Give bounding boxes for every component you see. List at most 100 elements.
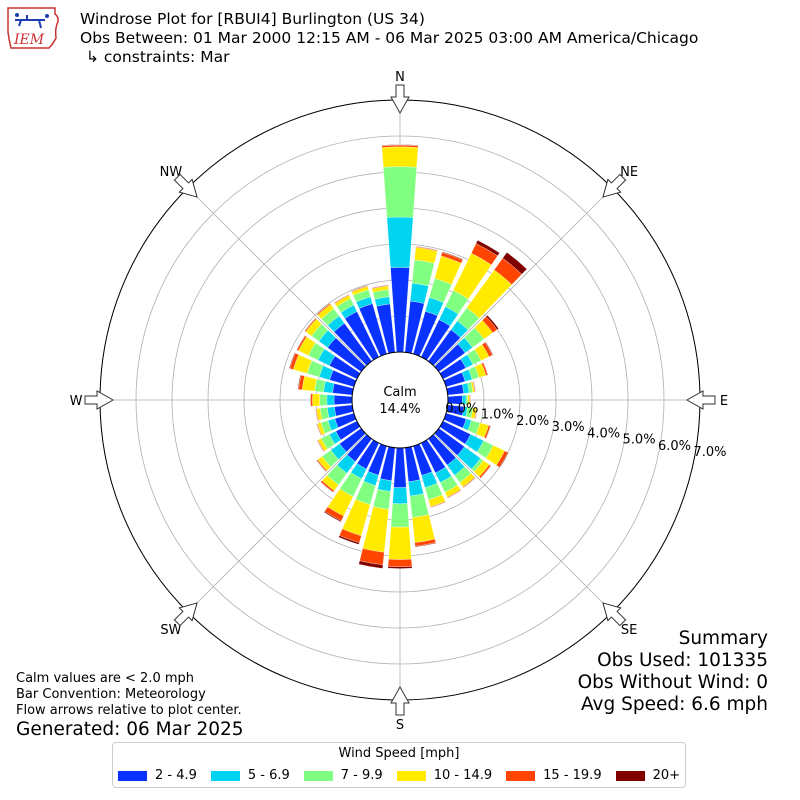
direction-label: S xyxy=(396,718,404,733)
windrose-bar-segment xyxy=(333,294,350,304)
windrose-bar-segment xyxy=(410,282,429,304)
legend-label: 20+ xyxy=(652,768,681,783)
windrose-bar-segment xyxy=(408,479,424,497)
windrose-bar-segment xyxy=(485,315,499,330)
legend-item: 10 - 14.9 xyxy=(396,768,493,783)
direction-label: E xyxy=(720,394,728,409)
calm-note: Calm values are < 2.0 mph xyxy=(16,671,195,686)
windrose-bar-segment xyxy=(411,259,435,287)
windrose-bar-segment xyxy=(381,144,419,146)
windrose-bar-segment xyxy=(316,423,322,436)
windrose-bar-segment xyxy=(381,146,419,168)
summary-box: Summary Obs Used: 101335 Obs Without Win… xyxy=(578,628,768,716)
summary-obs-used: Obs Used: 101335 xyxy=(597,650,768,671)
windrose-bar-segment xyxy=(383,166,417,218)
windrose-bar-segment xyxy=(386,216,414,268)
windrose-bar-segment xyxy=(473,381,476,393)
windrose-bar-segment xyxy=(310,393,313,407)
flow-arrow-icon xyxy=(173,602,198,627)
legend-item: 2 - 4.9 xyxy=(117,768,197,783)
windrose-bar-segment xyxy=(304,317,316,332)
radial-tick-label: 4.0% xyxy=(587,426,620,441)
direction-label: SW xyxy=(160,623,181,638)
legend-swatch xyxy=(210,770,240,781)
windrose-bar-segment xyxy=(390,503,410,528)
windrose-bar-segment xyxy=(483,362,489,376)
grid-spoke xyxy=(187,187,367,367)
radial-tick-label: 5.0% xyxy=(623,433,656,448)
windrose-bar-segment xyxy=(388,526,412,560)
windrose-bar-segment xyxy=(414,542,437,548)
windrose-bar-segment xyxy=(310,393,311,407)
chart-title: Windrose Plot for [RBUI4] Burlington (US… xyxy=(80,10,698,67)
windrose-bar-segment xyxy=(480,465,492,479)
windrose-bar-segment xyxy=(333,395,353,405)
windrose-bar-segment xyxy=(447,489,462,499)
radial-tick-label: 2.0% xyxy=(516,414,549,429)
windrose-bar-segment xyxy=(373,488,391,510)
flow-arrow-icon xyxy=(84,390,115,410)
windrose-bar-segment xyxy=(485,425,492,439)
windrose-bar-segment xyxy=(316,439,325,452)
windrose-bar-segment xyxy=(351,285,368,292)
grid-spoke xyxy=(433,433,613,613)
windrose-bar-segment xyxy=(430,501,446,508)
flow-arrows-note: Flow arrows relative to plot center. xyxy=(16,703,242,718)
windrose-bar-segment xyxy=(411,514,436,543)
direction-label: NE xyxy=(620,165,638,180)
direction-label: W xyxy=(70,394,83,409)
windrose-bar-segment xyxy=(387,566,413,569)
title-line-2: Obs Between: 01 Mar 2000 12:15 AM - 06 M… xyxy=(80,29,699,47)
windrose-bar-segment xyxy=(502,252,528,275)
legend-item: 20+ xyxy=(615,768,681,783)
windrose-bar-segment xyxy=(371,284,389,289)
flow-arrow-icon xyxy=(685,390,716,410)
legend-swatch xyxy=(117,770,147,781)
windrose-bar-segment xyxy=(319,394,328,406)
flow-arrow-icon xyxy=(602,602,627,627)
grid-spoke xyxy=(187,433,367,613)
windrose-bar-segment xyxy=(315,408,319,421)
windrose-bar-segment xyxy=(441,251,464,261)
windrose-bar-segment xyxy=(475,240,500,257)
windrose-bar-segment xyxy=(415,246,438,251)
windrose-bar-segment xyxy=(338,535,360,545)
flow-arrow-icon xyxy=(173,173,198,198)
flow-arrow-icon xyxy=(602,173,627,198)
legend-swatch xyxy=(303,770,333,781)
summary-avg-speed: Avg Speed: 6.6 mph xyxy=(580,694,768,715)
legend-label: 10 - 14.9 xyxy=(433,768,493,783)
summary-heading: Summary xyxy=(678,628,768,649)
windrose-bar-segment xyxy=(316,460,327,472)
windrose-bar-segment xyxy=(499,452,509,468)
generated-date: Generated: 06 Mar 2025 xyxy=(16,719,244,740)
direction-label: N xyxy=(395,70,405,85)
legend-swatch xyxy=(615,770,645,781)
windrose-bar-segment xyxy=(326,394,335,406)
windrose-bar-segment xyxy=(288,352,296,369)
flow-arrow-icon xyxy=(390,685,410,716)
title-line-1: Windrose Plot for [RBUI4] Burlington (US… xyxy=(80,10,425,28)
windrose-bar-segment xyxy=(463,477,476,489)
direction-label: SE xyxy=(621,623,637,638)
bar-convention-note: Bar Convention: Meteorology xyxy=(16,687,206,702)
radial-tick-label: 3.0% xyxy=(552,420,585,435)
windrose-bar-segment xyxy=(296,335,306,351)
legend: Wind Speed [mph] 2 - 4.9 5 - 6.9 7 - 9.9 10… xyxy=(112,742,686,788)
legend-label: 5 - 6.9 xyxy=(247,768,290,783)
notes: Calm values are < 2.0 mph Bar Convention… xyxy=(16,671,242,719)
legend-item: 5 - 6.9 xyxy=(210,768,290,783)
legend-item: 7 - 9.9 xyxy=(303,768,383,783)
windrose-bar-segment xyxy=(301,375,317,392)
summary-obs-without-wind: Obs Without Wind: 0 xyxy=(577,672,768,693)
direction-label: NW xyxy=(160,165,183,180)
legend-label: 7 - 9.9 xyxy=(340,768,383,783)
iem-logo: IEM xyxy=(5,6,61,50)
legend-title: Wind Speed [mph] xyxy=(338,746,460,761)
calm-label: Calm xyxy=(383,385,416,400)
legend-item: 15 - 19.9 xyxy=(506,768,602,783)
grid-spoke xyxy=(433,187,613,367)
radial-tick-label: 1.0% xyxy=(481,408,514,423)
windrose-bar-segment xyxy=(484,341,494,356)
